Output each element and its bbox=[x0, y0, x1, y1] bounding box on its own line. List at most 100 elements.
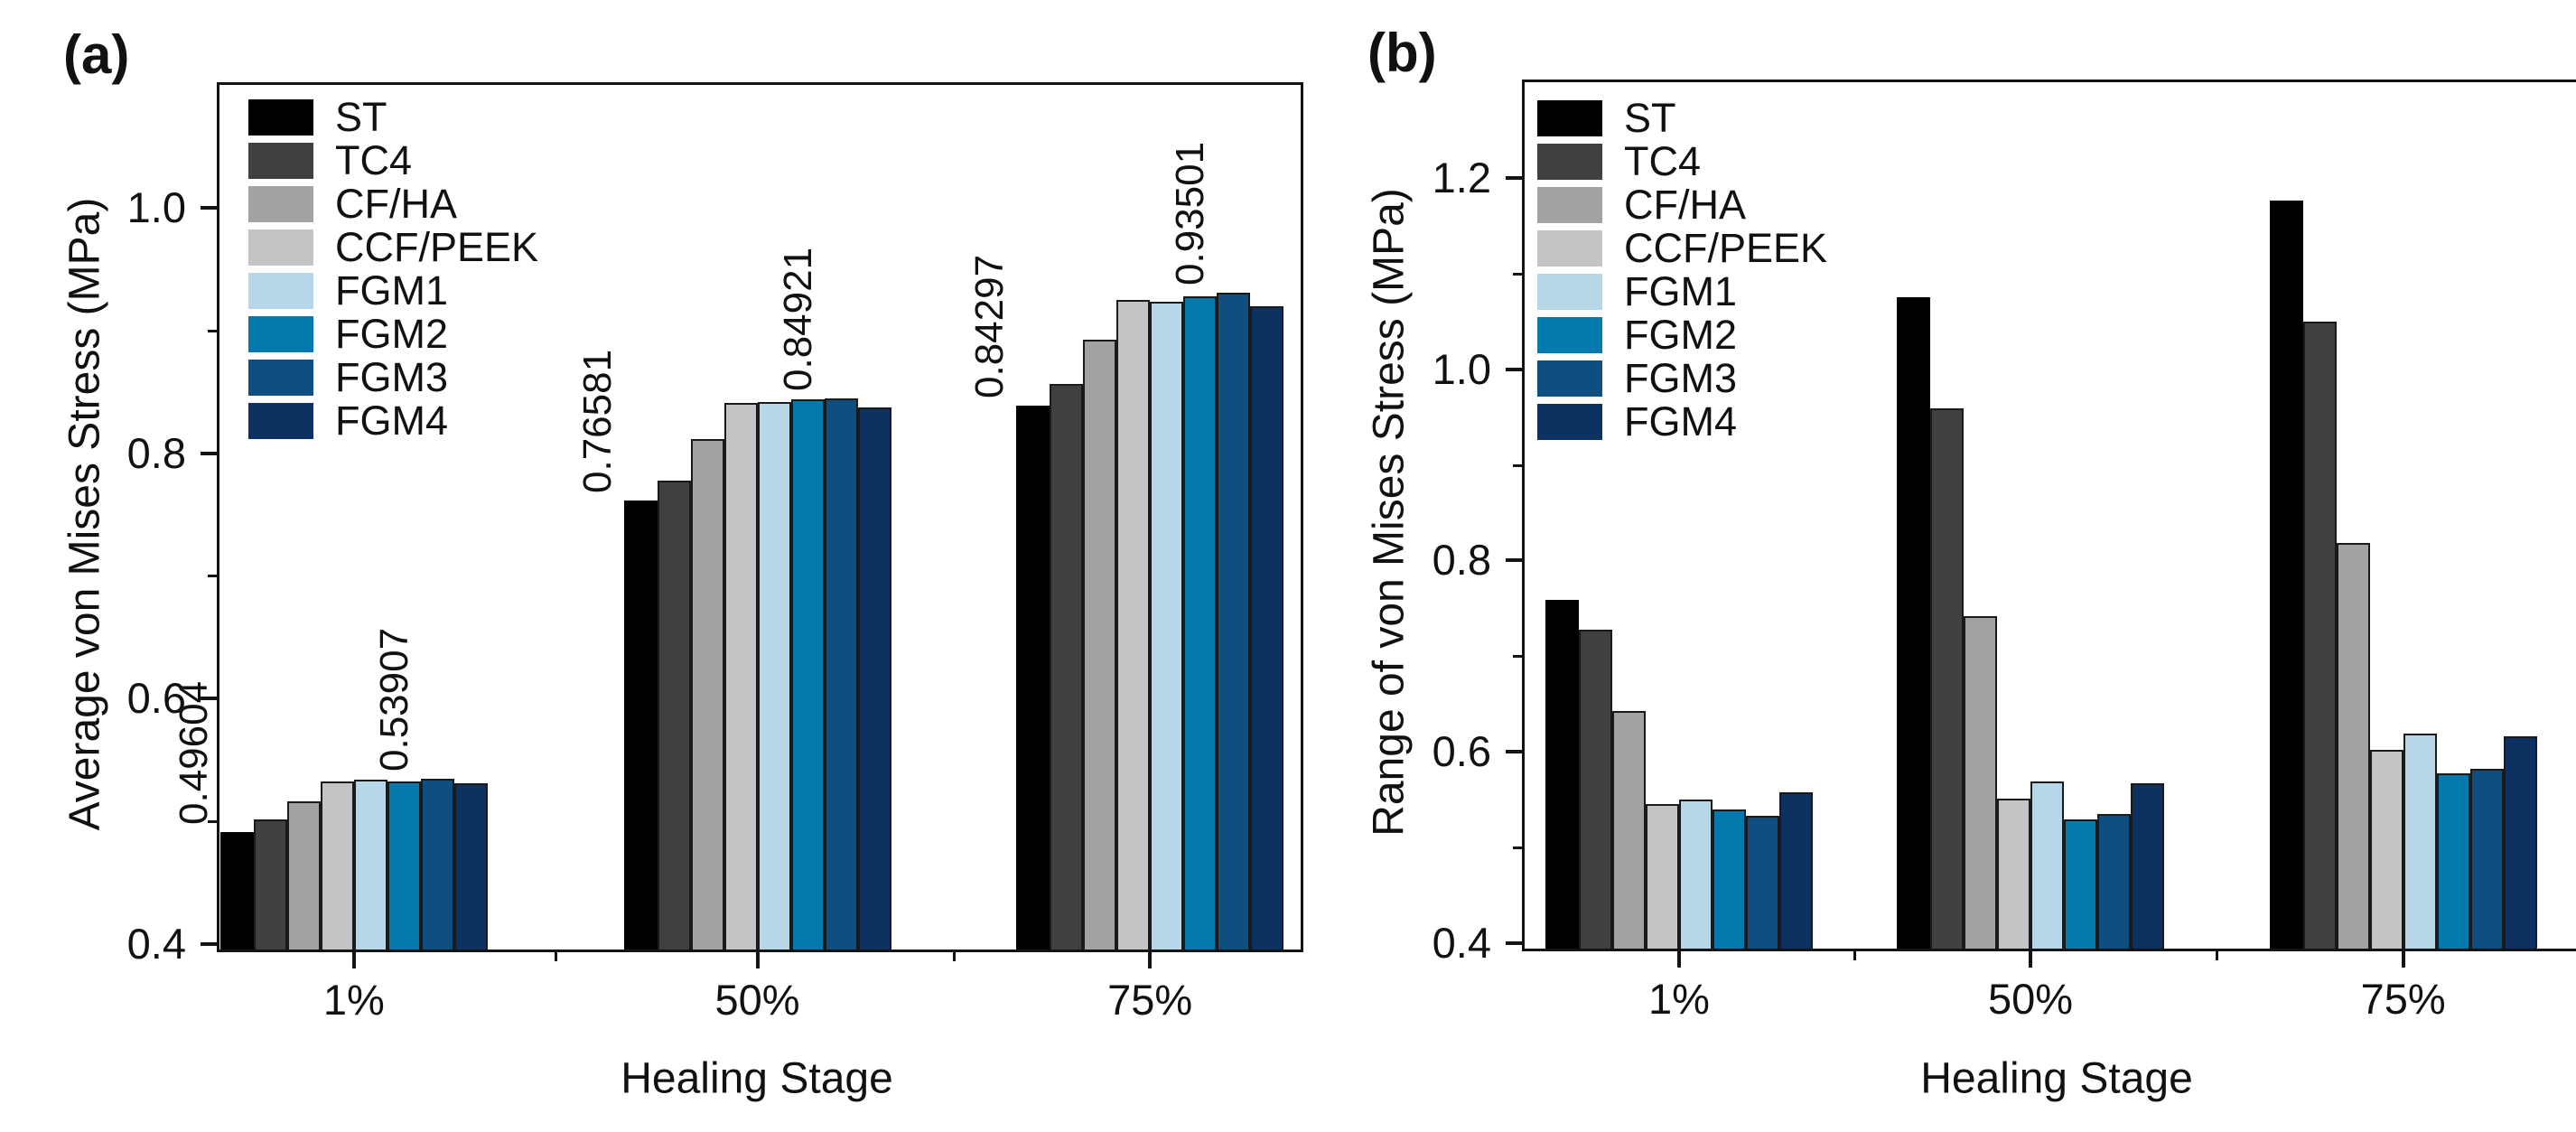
x-axis-major-tick bbox=[755, 952, 760, 968]
x-axis-tick-label: 75% bbox=[1107, 976, 1193, 1024]
legend-label: CCF/PEEK bbox=[1624, 225, 1828, 271]
bar-value-label: 0.93501 bbox=[1168, 142, 1213, 286]
legend-label: FGM1 bbox=[1624, 268, 1738, 314]
bar-FGM1-75% bbox=[2403, 733, 2437, 949]
bar-FGM4-75% bbox=[1250, 306, 1284, 950]
x-axis-major-tick bbox=[351, 952, 356, 968]
legend: ST TC4 CF/HA CCF/PEEK FGM1 FGM2 FGM3 FGM4 bbox=[1537, 98, 1827, 445]
legend-item-ST: ST bbox=[248, 94, 538, 140]
bar-FGM2-1% bbox=[1712, 809, 1746, 949]
legend-item-FGM2: FGM2 bbox=[1537, 312, 1827, 358]
y-axis-minor-tick bbox=[1513, 463, 1522, 467]
x-axis-tick-label: 50% bbox=[1987, 975, 2074, 1023]
bar-CF-HA-75% bbox=[1083, 339, 1117, 950]
bar-FGM3-50% bbox=[824, 398, 858, 950]
legend-swatch bbox=[248, 273, 313, 309]
legend-label: CF/HA bbox=[335, 181, 457, 227]
legend-swatch bbox=[248, 186, 313, 222]
bar-FGM3-1% bbox=[420, 779, 454, 950]
y-axis-tick-label: 0.4 bbox=[1432, 919, 1491, 967]
bar-FGM4-50% bbox=[2131, 782, 2165, 949]
legend-label: FGM2 bbox=[335, 311, 449, 357]
bar-CCF-PEEK-1% bbox=[1645, 804, 1679, 949]
x-axis-minor-tick bbox=[952, 952, 956, 961]
y-axis-tick-label: 0.8 bbox=[1432, 536, 1491, 585]
bar-ST-75% bbox=[1016, 406, 1050, 950]
x-axis-tick-label: 50% bbox=[714, 976, 800, 1024]
legend-label: TC4 bbox=[1624, 138, 1702, 184]
bar-ST-75% bbox=[2269, 200, 2303, 949]
bar-FGM1-1% bbox=[353, 779, 387, 950]
legend-item-FGM3: FGM3 bbox=[1537, 355, 1827, 401]
x-axis-minor-tick bbox=[2216, 951, 2219, 960]
bar-FGM3-1% bbox=[1745, 815, 1779, 949]
chart-panel-a: (a) Average von Mises Stress (MPa) 0.4 0.… bbox=[36, 14, 2576, 1132]
bar-CF-HA-1% bbox=[1611, 711, 1646, 949]
bar-FGM3-75% bbox=[2469, 768, 2504, 949]
y-axis-major-tick bbox=[1506, 750, 1522, 754]
legend-item-CCF-PEEK: CCF/PEEK bbox=[1537, 225, 1828, 271]
bar-CCF-PEEK-1% bbox=[320, 781, 354, 950]
bar-FGM2-75% bbox=[1183, 296, 1218, 950]
bar-value-label: 0.76581 bbox=[574, 349, 620, 494]
x-axis-major-tick bbox=[2029, 951, 2033, 968]
bar-CCF-PEEK-75% bbox=[2369, 749, 2403, 949]
x-axis-major-tick bbox=[1676, 951, 1681, 968]
bar-ST-1% bbox=[1545, 599, 1579, 949]
legend-label: FGM1 bbox=[335, 267, 449, 313]
bar-value-label: 0.84297 bbox=[967, 255, 1013, 399]
legend-item-FGM3: FGM3 bbox=[248, 357, 538, 398]
bar-CF-HA-1% bbox=[286, 800, 321, 950]
y-axis-tick-label: 0.4 bbox=[126, 920, 186, 968]
legend-label: FGM2 bbox=[1624, 312, 1738, 358]
bar-ST-1% bbox=[219, 831, 254, 950]
bar-ST-50% bbox=[623, 501, 658, 950]
x-axis-minor-tick bbox=[1853, 951, 1857, 960]
bar-ST-50% bbox=[1897, 296, 1931, 949]
bar-FGM3-75% bbox=[1217, 293, 1251, 950]
bar-FGM1-50% bbox=[757, 402, 791, 950]
bar-FGM2-75% bbox=[2436, 773, 2470, 949]
bar-TC4-75% bbox=[1050, 383, 1084, 950]
y-axis-minor-tick bbox=[208, 575, 217, 578]
y-axis-title-a: Average von Mises Stress (MPa) bbox=[61, 197, 109, 831]
legend-label: ST bbox=[1624, 95, 1676, 141]
y-axis-minor-tick bbox=[1513, 655, 1522, 659]
legend-label: FGM3 bbox=[1624, 355, 1738, 401]
x-axis-major-tick bbox=[1148, 952, 1153, 968]
bar-value-label: 0.49604 bbox=[171, 680, 216, 825]
legend-item-TC4: TC4 bbox=[1537, 138, 1827, 184]
legend-item-FGM4: FGM4 bbox=[1537, 401, 1827, 442]
bar-CF-HA-50% bbox=[690, 438, 724, 950]
plot-area-a: 0.4 0.6 0.8 1.0 1% 50% 75% 0.49604 0.76581 0.8429… bbox=[127, 82, 1303, 1024]
bar-FGM2-50% bbox=[790, 399, 825, 950]
legend-item-TC4: TC4 bbox=[248, 140, 538, 181]
legend-item-FGM4: FGM4 bbox=[248, 398, 538, 444]
y-axis-minor-tick bbox=[1513, 272, 1522, 276]
y-axis-tick-label: 1.2 bbox=[1432, 153, 1491, 201]
chart-panel-b: (b) Range of von Mises Stress (MPa) 0.4 0… bbox=[36, 14, 2576, 1132]
bar-TC4-50% bbox=[1930, 407, 1965, 949]
legend-swatch bbox=[248, 316, 313, 352]
y-axis-minor-tick bbox=[208, 820, 217, 824]
y-axis-tick-label: 1.0 bbox=[126, 182, 186, 231]
x-axis-minor-tick bbox=[555, 952, 558, 961]
bar-CCF-PEEK-50% bbox=[1997, 798, 2031, 949]
legend-swatch bbox=[248, 360, 313, 396]
x-axis-major-tick bbox=[2401, 951, 2405, 968]
legend-label: FGM4 bbox=[335, 398, 449, 444]
panel-label-a: (a) bbox=[63, 24, 130, 85]
y-axis-major-tick bbox=[201, 451, 217, 455]
y-axis-tick-label: 0.6 bbox=[126, 674, 186, 723]
bar-TC4-50% bbox=[657, 481, 691, 950]
legend-swatch bbox=[248, 143, 313, 179]
legend-swatch bbox=[1537, 144, 1602, 180]
bar-CCF-PEEK-75% bbox=[1116, 300, 1151, 950]
legend-swatch bbox=[1537, 360, 1602, 397]
legend-item-CF-HA: CF/HA bbox=[248, 181, 538, 227]
y-axis-major-tick bbox=[201, 697, 217, 701]
legend-label: ST bbox=[335, 94, 387, 140]
bar-FGM3-50% bbox=[2097, 813, 2132, 949]
bar-value-label: 0.53907 bbox=[371, 628, 416, 772]
